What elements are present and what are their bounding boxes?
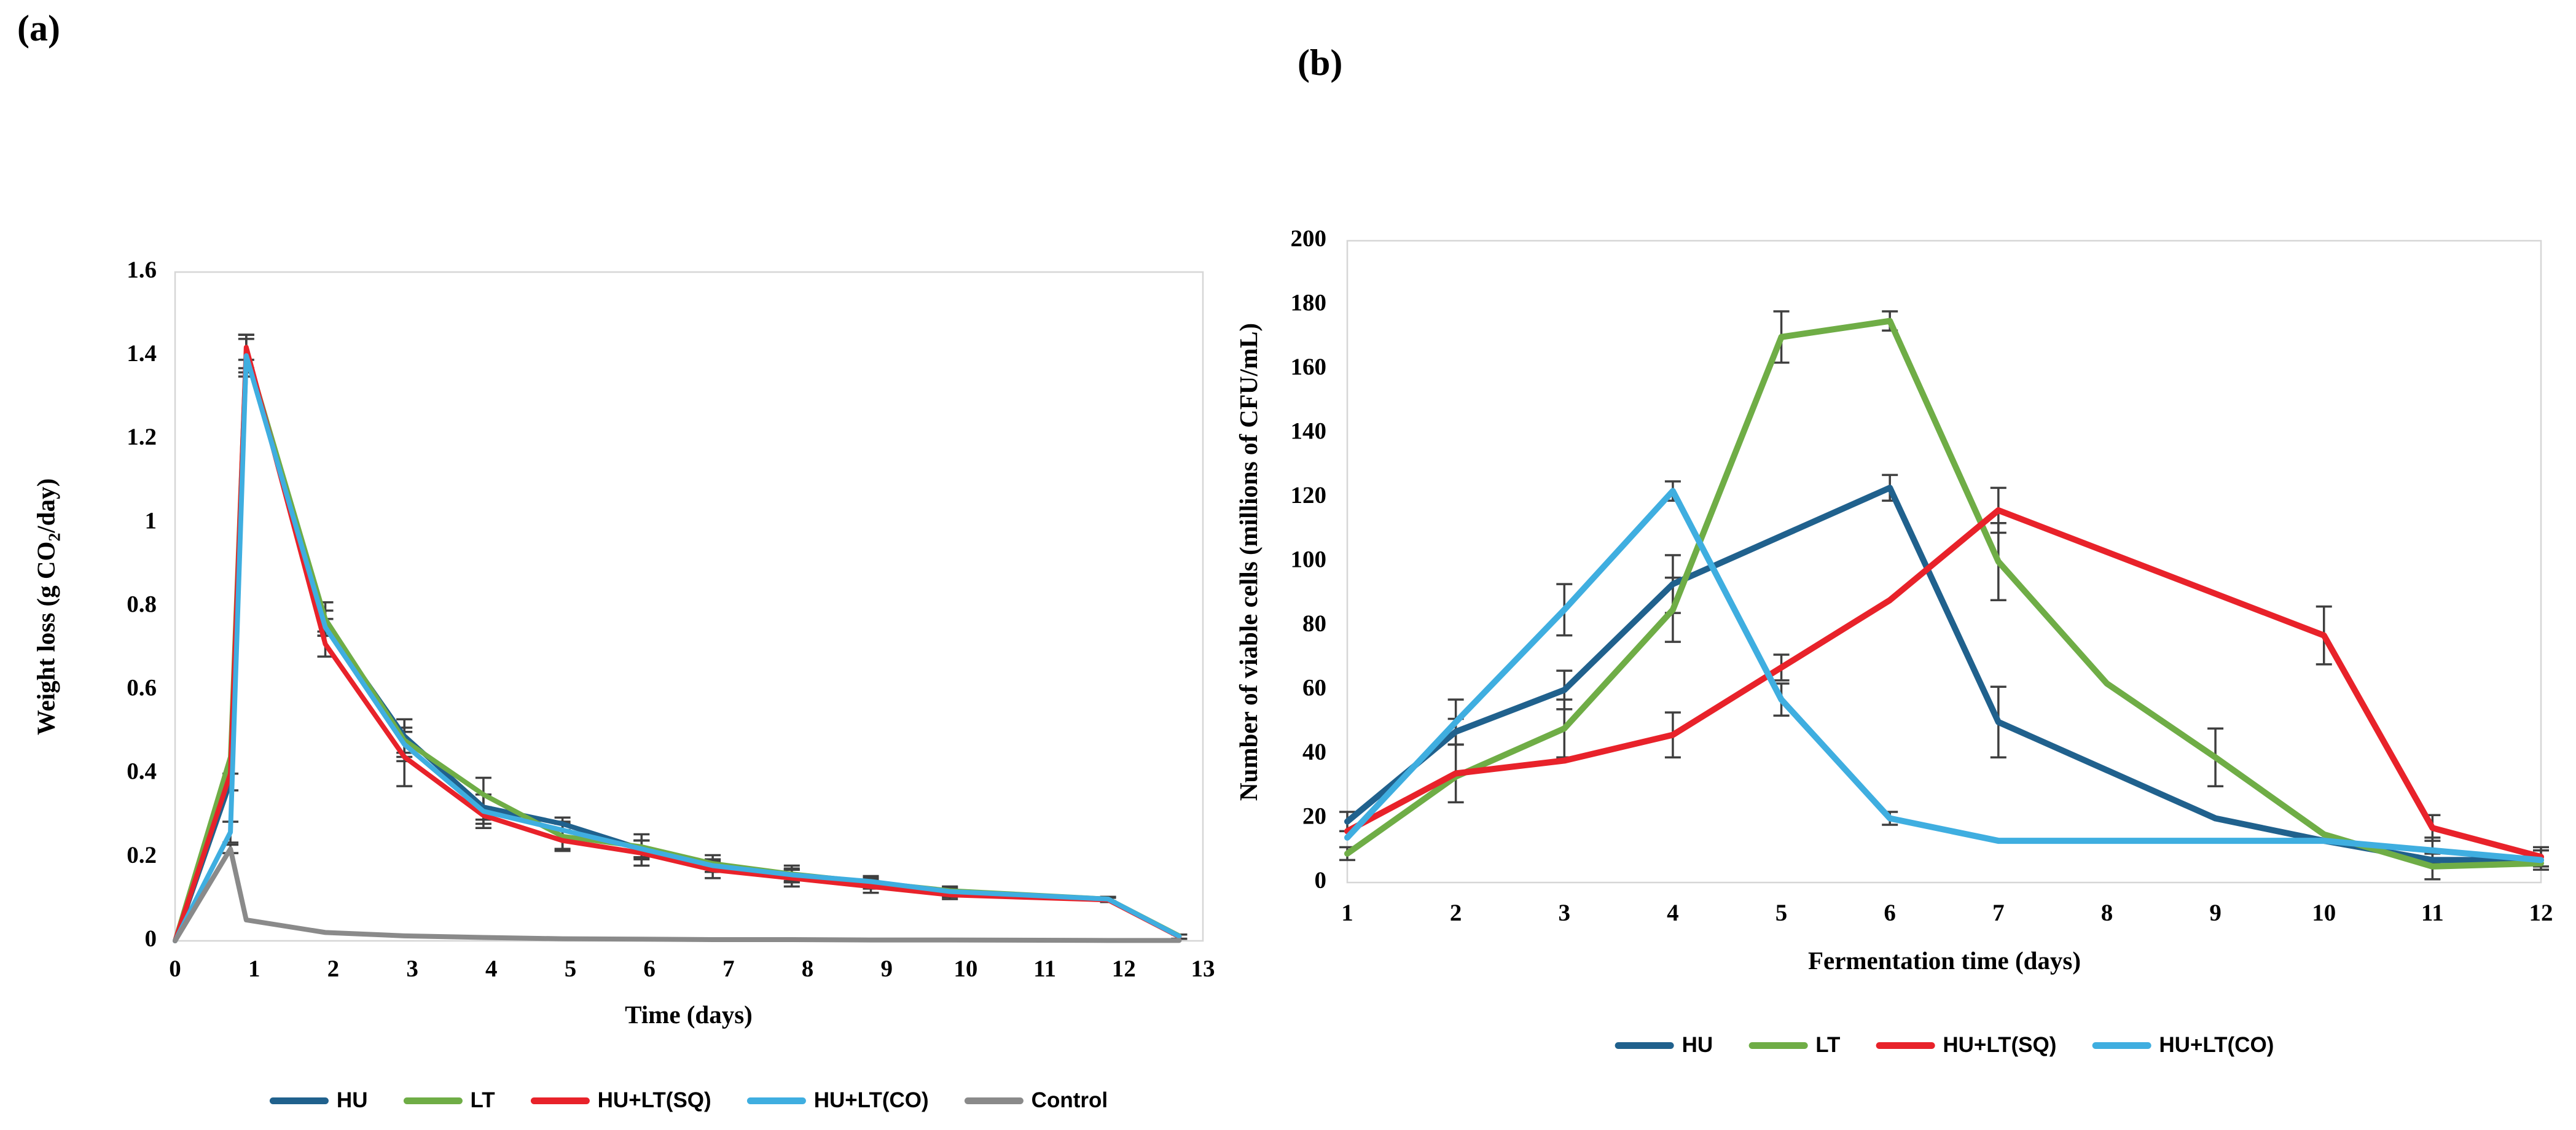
series-line-hu-lt-co xyxy=(1344,488,2544,863)
legend-label-hu: HU xyxy=(1681,1033,1713,1057)
chart-a-y-tick-label: 0.6 xyxy=(127,675,157,701)
chart-a-plot: 00.20.40.60.811.21.41.60 1 2 3 4 5 6 7 8 9 10 11 12 1… xyxy=(127,257,1215,982)
chart-a-x-tick-label: 8 xyxy=(802,956,814,982)
legend-label-control: Control xyxy=(1031,1088,1108,1112)
chart-a-x-tick-label: 6 xyxy=(643,956,656,982)
chart-b-x-tick-label: 3 xyxy=(1559,900,1571,926)
legend-swatch-control-icon xyxy=(964,1097,1024,1104)
chart-a-x-tick-label: 3 xyxy=(406,956,418,982)
series-line-hu xyxy=(1344,485,2544,863)
legend-item-hu-lt-sq: HU+LT(SQ) xyxy=(1876,1033,2056,1058)
legend-item-lt: LT xyxy=(1748,1033,1840,1058)
chart-b-x-tick-label: 5 xyxy=(1775,900,1788,926)
legend-label-lt: LT xyxy=(470,1088,495,1112)
legend-label-lt: LT xyxy=(1815,1033,1841,1057)
chart-a-x-axis-title: Time (days) xyxy=(625,1000,753,1029)
chart-a-y-tick-label: 1 xyxy=(145,507,157,534)
chart-a-legend: HU LT HU+LT(SQ) HU+LT(CO) Control xyxy=(269,1088,1108,1113)
chart-b-y-title-text: Number of viable cells (millions of CFU/… xyxy=(1234,322,1263,801)
series-line-control xyxy=(173,846,1182,943)
legend-swatch-lt-icon xyxy=(403,1097,463,1104)
legend-label-hu-lt-co: HU+LT(CO) xyxy=(2159,1033,2274,1057)
chart-a-y-tick-label: 1.2 xyxy=(127,424,157,450)
chart-a-x-tick-label: 2 xyxy=(327,956,340,982)
legend-item-hu: HU xyxy=(269,1088,368,1113)
legend-swatch-hu-lt-co-icon xyxy=(2092,1042,2151,1049)
chart-a-y-tick-label: 0.8 xyxy=(127,591,157,617)
chart-a-x-tick-label: 12 xyxy=(1112,956,1136,982)
legend-item-control: Control xyxy=(964,1088,1108,1113)
chart-b-x-axis-title: Fermentation time (days) xyxy=(1807,946,2081,975)
legend-item-hu-lt-co: HU+LT(CO) xyxy=(2092,1033,2274,1058)
chart-b-x-tick-label: 6 xyxy=(1884,900,1896,926)
legend-item-hu-lt-sq: HU+LT(SQ) xyxy=(530,1088,711,1113)
legend-item-hu-lt-co: HU+LT(CO) xyxy=(746,1088,929,1113)
chart-a-x-tick-label: 10 xyxy=(953,956,977,982)
chart-b-y-tick-label: 160 xyxy=(1291,354,1327,380)
chart-a-y-tick-label: 1.4 xyxy=(127,340,157,367)
series-line-hu-lt-co xyxy=(173,353,1182,943)
chart-b-y-tick-label: 0 xyxy=(1315,867,1327,894)
series-line-hu-lt-sq xyxy=(1344,507,2544,860)
chart-a-x-tick-label: 11 xyxy=(1033,956,1056,982)
chart-a-y-title-subscript: 2 xyxy=(45,532,65,542)
chart-a-x-tick-label: 7 xyxy=(722,956,735,982)
legend-swatch-hu-lt-sq-icon xyxy=(1876,1042,1935,1049)
chart-a-plot-border xyxy=(174,271,1204,942)
chart-b-x-tick-label: 2 xyxy=(1450,900,1462,926)
chart-b-y-tick-label: 20 xyxy=(1302,803,1326,829)
chart-b-y-tick-label: 60 xyxy=(1302,674,1326,701)
chart-a-y-title-suffix: /day) xyxy=(31,478,60,533)
chart-a-x-tick-label: 9 xyxy=(880,956,893,982)
chart-b-x-tick-label: 7 xyxy=(1992,900,2005,926)
chart-a-x-tick-label: 0 xyxy=(169,956,181,982)
chart-b-y-tick-label: 200 xyxy=(1291,225,1327,252)
chart-a-y-tick-label: 1.6 xyxy=(127,257,157,283)
legend-swatch-lt-icon xyxy=(1748,1042,1808,1049)
legend-label-hu: HU xyxy=(336,1088,368,1112)
chart-b-y-tick-label: 40 xyxy=(1302,739,1326,765)
panel-a-label: (a) xyxy=(17,8,60,49)
chart-b-x-tick-label: 10 xyxy=(2312,900,2336,926)
chart-a-y-title-prefix: Weight loss (g CO xyxy=(31,541,60,736)
chart-b-x-tick-label: 9 xyxy=(2209,900,2222,926)
chart-a-y-tick-label: 0.2 xyxy=(127,842,157,868)
chart-a-y-tick-label: 0 xyxy=(145,925,157,952)
chart-b-legend: HU LT HU+LT(SQ) HU+LT(CO) xyxy=(1615,1033,2274,1058)
legend-swatch-hu-lt-sq-icon xyxy=(530,1097,590,1104)
legend-swatch-hu-icon xyxy=(269,1097,329,1104)
chart-a-x-tick-label: 4 xyxy=(485,956,498,982)
chart-b-y-tick-label: 140 xyxy=(1291,418,1327,444)
chart-b-plot-border xyxy=(1346,240,2542,884)
chart-b-x-tick-label: 12 xyxy=(2529,900,2553,926)
chart-b-x-tick-label: 4 xyxy=(1667,900,1679,926)
chart-b-y-axis-title: Number of viable cells (millions of CFU/… xyxy=(1234,323,1263,801)
chart-b-x-tick-label: 1 xyxy=(1341,900,1353,926)
legend-swatch-hu-lt-co-icon xyxy=(746,1097,806,1104)
legend-label-hu-lt-co: HU+LT(CO) xyxy=(813,1088,929,1112)
legend-label-hu-lt-sq: HU+LT(SQ) xyxy=(1943,1033,2057,1057)
series-line-hu-lt-sq xyxy=(173,345,1182,943)
panel-b-label: (b) xyxy=(1298,42,1343,83)
chart-a-y-axis-title: Weight loss (g CO2/day) xyxy=(31,478,65,735)
chart-a-x-tick-label: 5 xyxy=(565,956,577,982)
chart-a-x-tick-label: 1 xyxy=(248,956,260,982)
chart-b-x-tick-label: 8 xyxy=(2101,900,2113,926)
chart-b-y-tick-label: 100 xyxy=(1291,546,1327,572)
chart-b-y-tick-label: 80 xyxy=(1302,610,1326,637)
chart-b-x-tick-label: 11 xyxy=(2421,900,2444,926)
legend-label-hu-lt-sq: HU+LT(SQ) xyxy=(597,1088,711,1112)
legend-item-hu: HU xyxy=(1615,1033,1713,1058)
legend-swatch-hu-icon xyxy=(1615,1042,1674,1049)
series-line-lt xyxy=(1344,318,2544,870)
chart-a-x-tick-label: 13 xyxy=(1191,956,1215,982)
chart-b-y-tick-label: 180 xyxy=(1291,289,1327,316)
chart-a-y-tick-label: 0.4 xyxy=(127,758,157,785)
chart-b-y-tick-label: 120 xyxy=(1291,482,1327,508)
legend-item-lt: LT xyxy=(403,1088,495,1113)
